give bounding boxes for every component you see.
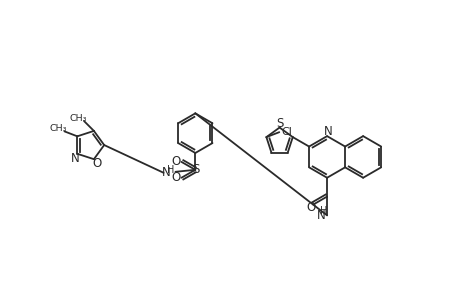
Text: O: O [306, 202, 315, 214]
Text: O: O [92, 157, 101, 169]
Text: H: H [320, 206, 327, 216]
Text: N: N [316, 209, 325, 222]
Text: O: O [172, 171, 181, 184]
Text: S: S [275, 117, 283, 130]
Text: N: N [323, 125, 332, 138]
Text: O: O [172, 155, 181, 168]
Text: N: N [71, 152, 79, 165]
Text: Cl: Cl [281, 127, 292, 137]
Text: H: H [167, 165, 174, 175]
Text: N: N [162, 166, 171, 179]
Text: CH₃: CH₃ [69, 113, 87, 122]
Text: CH₃: CH₃ [50, 124, 67, 133]
Text: S: S [192, 163, 200, 176]
